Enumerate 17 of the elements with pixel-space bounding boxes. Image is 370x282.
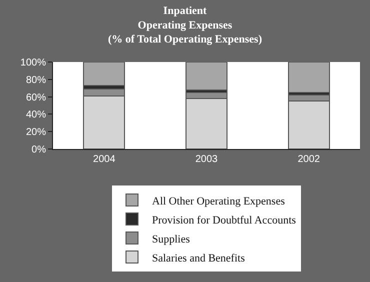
x-tick-label: 2003 (195, 154, 218, 165)
y-tick-label: 80% (26, 74, 46, 86)
y-tick-label: 100% (20, 58, 46, 68)
y-tick-label: 20% (26, 127, 46, 138)
x-tick-label: 2002 (298, 154, 320, 165)
bar (288, 62, 330, 93)
y-tick-label: 0% (32, 144, 46, 156)
y-tick-label: 60% (26, 92, 46, 104)
legend-label: Provision for Doubtful Accounts (152, 214, 296, 226)
legend-label: All Other Operating Expenses (152, 195, 285, 208)
bar (186, 62, 228, 90)
bar (83, 62, 126, 86)
y-tick-label: 40% (26, 110, 46, 121)
x-tick-label: 2004 (93, 154, 116, 165)
legend-label: Salaries and Benefits (152, 252, 245, 264)
legend-label: Supplies (152, 233, 190, 246)
chart-title: Inpatient Operating Expenses (% of Total Operating Expenses) (108, 5, 262, 46)
